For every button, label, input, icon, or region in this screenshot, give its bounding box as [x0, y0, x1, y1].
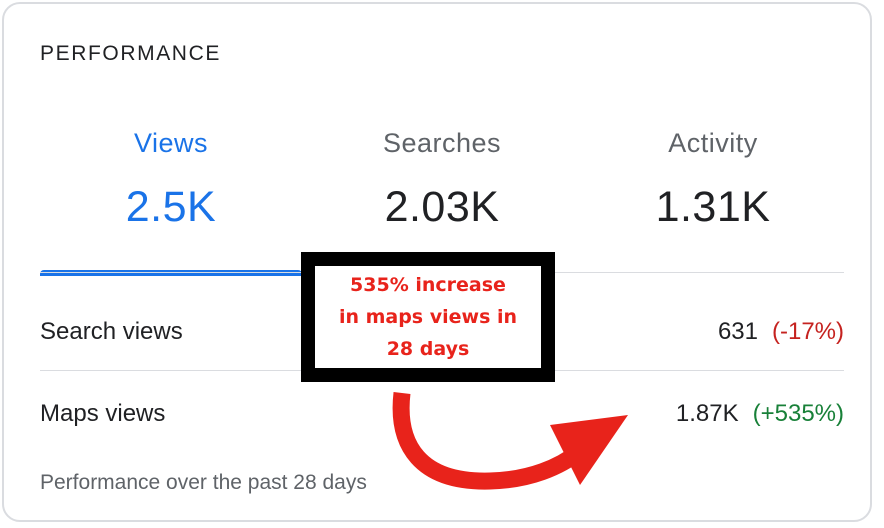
performance-card: PERFORMANCE Views 2.5K Searches 2.03K Ac… [2, 2, 872, 522]
search-views-stats: 631 (-17%) [718, 318, 844, 346]
tab-views[interactable]: Views 2.5K [40, 124, 302, 276]
metric-tabs: Views 2.5K Searches 2.03K Activity 1.31K [40, 124, 844, 276]
search-views-change: (-17%) [771, 318, 844, 345]
maps-views-label: Maps views [40, 400, 166, 427]
tab-searches[interactable]: Searches 2.03K [311, 124, 573, 276]
curved-arrow-icon [392, 392, 628, 490]
annotation-line-2: in maps views in [338, 306, 518, 328]
maps-views-row: Maps views 1.87K (+535%) [40, 392, 844, 432]
annotation-callout-box: 535% increase in maps views in 28 days [301, 252, 555, 382]
maps-views-change: (+535%) [752, 400, 844, 427]
card-title: PERFORMANCE [40, 42, 221, 65]
tab-views-label: Views [133, 128, 209, 158]
maps-views-value: 1.87K [675, 400, 739, 427]
search-views-row: Search views 631 (-17%) [40, 310, 844, 350]
tab-searches-label: Searches [382, 128, 502, 158]
footer-note: Performance over the past 28 days [40, 471, 367, 494]
active-tab-indicator [40, 270, 302, 276]
annotation-line-3: 28 days [386, 338, 470, 360]
search-views-value: 631 [717, 318, 758, 345]
tab-activity-value: 1.31K [655, 183, 771, 231]
annotation-line-1: 535% increase [350, 274, 506, 296]
tab-activity[interactable]: Activity 1.31K [582, 124, 844, 276]
maps-views-stats: 1.87K (+535%) [676, 400, 844, 428]
tab-views-value: 2.5K [125, 183, 217, 231]
search-views-label: Search views [40, 318, 183, 345]
annotation-text: 535% increase in maps views in 28 days [339, 269, 517, 365]
tab-activity-label: Activity [668, 128, 758, 158]
tab-searches-value: 2.03K [384, 183, 500, 231]
